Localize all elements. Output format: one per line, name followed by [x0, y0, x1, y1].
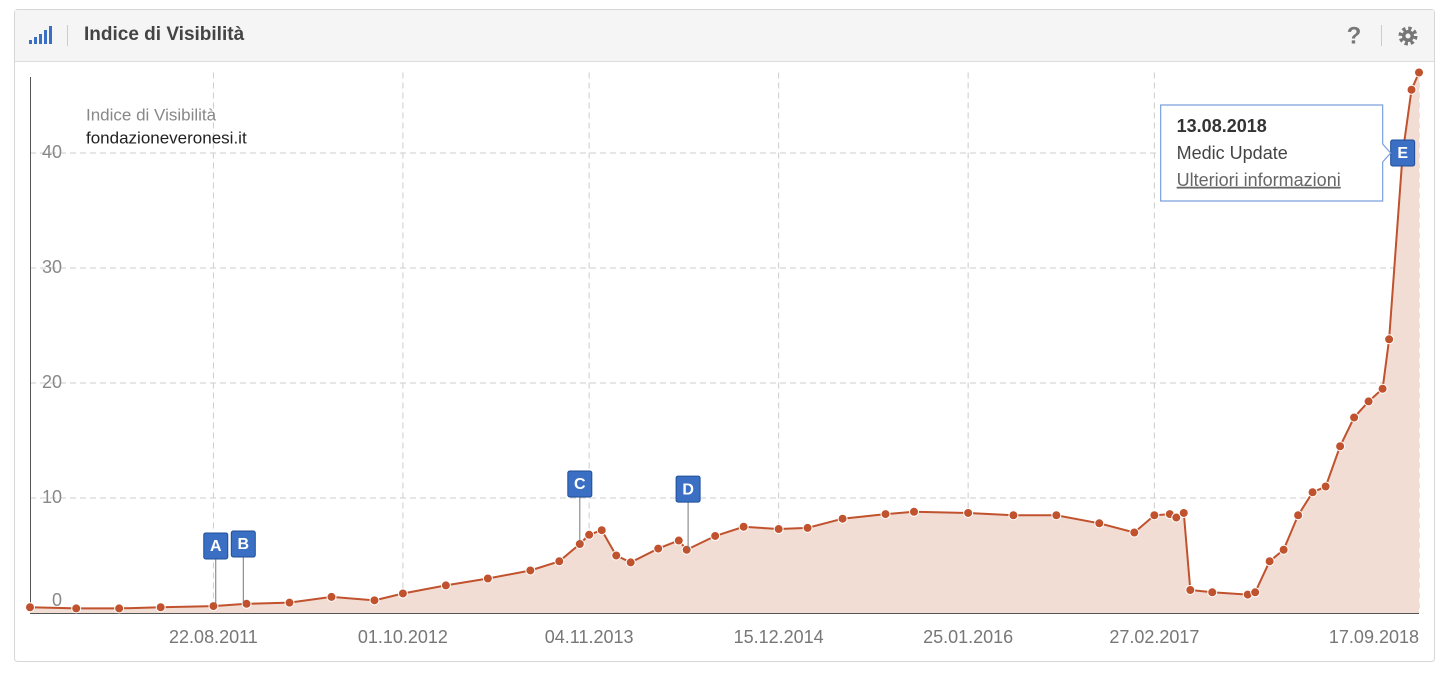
legend-title: Indice di Visibilità [86, 105, 217, 124]
point [1051, 510, 1062, 521]
point [1149, 510, 1160, 521]
x-tick-label: 22.08.2011 [169, 627, 258, 647]
point [1178, 507, 1189, 518]
flag-label[interactable]: B [238, 536, 250, 553]
point [1320, 481, 1331, 492]
flag-label[interactable]: A [210, 538, 222, 555]
point [397, 588, 408, 599]
x-tick-label: 17.09.2018 [1329, 627, 1419, 647]
legend-series: fondazioneveronesi.it [86, 128, 247, 147]
point [1384, 334, 1395, 345]
point [482, 573, 493, 584]
event-flag[interactable]: A [203, 532, 229, 606]
tooltip [1160, 104, 1392, 202]
point [1335, 441, 1346, 452]
point [584, 529, 595, 540]
point [738, 521, 749, 532]
point [880, 509, 891, 520]
point [673, 535, 684, 546]
point [625, 557, 636, 568]
point [681, 544, 692, 555]
point [208, 601, 219, 612]
point [369, 595, 380, 606]
x-tick-label: 15.12.2014 [734, 627, 824, 647]
point [963, 507, 974, 518]
point [326, 591, 337, 602]
point [1363, 396, 1374, 407]
point [25, 602, 35, 613]
x-tick-label: 01.10.2012 [358, 627, 448, 647]
flag-box[interactable] [567, 470, 593, 498]
point [908, 506, 919, 517]
flag-label[interactable]: C [574, 476, 586, 493]
point [1278, 544, 1289, 555]
chart-icon [29, 26, 52, 44]
flag-box[interactable] [230, 530, 256, 558]
point [1207, 587, 1218, 598]
gear-hole[interactable] [1405, 33, 1411, 39]
point [710, 530, 721, 541]
point [71, 603, 82, 614]
flag-box[interactable] [675, 475, 701, 503]
y-tick-label: 40 [42, 142, 62, 162]
point [1349, 412, 1360, 423]
event-flag[interactable]: D [675, 475, 701, 550]
y-tick-label: 10 [42, 487, 62, 507]
point [1094, 518, 1105, 529]
point [653, 543, 664, 554]
tooltip-text: Medic Update [1177, 143, 1288, 163]
event-flag[interactable]: E [1390, 139, 1416, 167]
event-flag[interactable]: B [230, 530, 256, 605]
y-tick-label: 20 [42, 372, 62, 392]
x-tick-label: 25.01.2016 [923, 627, 1013, 647]
point [1008, 510, 1019, 521]
tooltip-date: 13.08.2018 [1177, 116, 1267, 136]
header-title: Indice di Visibilità [84, 24, 245, 45]
point [1293, 510, 1304, 521]
point [837, 513, 848, 524]
point [1129, 527, 1140, 538]
settings-button[interactable] [1398, 26, 1418, 46]
gear-teeth[interactable] [1398, 26, 1418, 46]
x-tick-label: 04.11.2013 [545, 627, 634, 647]
event-flag[interactable]: C [567, 470, 593, 544]
point [596, 525, 607, 536]
help-button[interactable]: ? [1347, 22, 1362, 49]
point [554, 556, 565, 567]
point [773, 524, 784, 535]
point [525, 565, 536, 576]
flag-label[interactable]: E [1397, 145, 1408, 162]
point [114, 603, 125, 614]
plot: 0 10 20 30 40 22.08.2011 01.10.2012 04.11.2013 1… [25, 67, 1424, 647]
flag-label[interactable]: D [682, 481, 694, 498]
point [1307, 487, 1318, 498]
point [155, 602, 166, 613]
point [1414, 67, 1424, 78]
point [241, 598, 252, 609]
flag-box[interactable] [203, 532, 229, 560]
point [802, 522, 813, 533]
point [284, 597, 295, 608]
point [1185, 585, 1196, 595]
point [440, 580, 451, 591]
x-tick-label: 27.02.2017 [1109, 627, 1199, 647]
point [1250, 587, 1261, 598]
point [1406, 84, 1417, 95]
help-icon[interactable]: ? [1347, 22, 1362, 49]
header-bar [15, 10, 1434, 61]
card [14, 9, 1435, 662]
point [1171, 512, 1182, 523]
tooltip-link[interactable]: Ulteriori informazioni [1177, 170, 1341, 190]
point [1264, 556, 1275, 567]
y-tick-label: 0 [52, 590, 62, 610]
area [30, 72, 1419, 613]
point [611, 550, 622, 561]
y-tick-label: 30 [42, 257, 62, 277]
point [1377, 383, 1388, 394]
